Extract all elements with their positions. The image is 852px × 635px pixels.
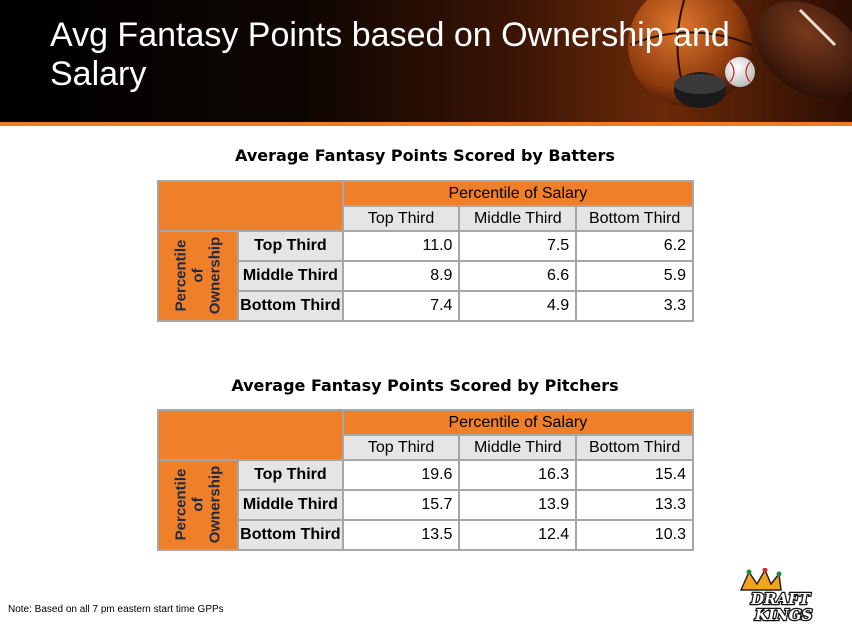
value-cell: 7.4 [341, 290, 461, 322]
column-header: Middle Third [458, 434, 578, 461]
column-header: Top Third [341, 205, 461, 232]
column-header: Top Third [341, 434, 461, 461]
page-title: Avg Fantasy Points based on Ownership an… [50, 16, 730, 93]
logo-text-draft: DRAFT [750, 590, 812, 608]
corner-cell [157, 180, 344, 232]
value-cell: 19.6 [341, 459, 461, 491]
value-cell: 16.3 [458, 459, 578, 491]
batters-table: Percentile of Salary Top Third Middle Th… [156, 180, 695, 322]
header-banner: Avg Fantasy Points based on Ownership an… [0, 0, 852, 122]
header-divider [0, 122, 852, 126]
row-header: Middle Third [237, 260, 344, 292]
row-header: Bottom Third [237, 519, 344, 551]
value-cell: 6.2 [575, 230, 694, 262]
pitchers-table-title: Average Fantasy Points Scored by Pitcher… [231, 376, 619, 395]
value-cell: 6.6 [458, 260, 578, 292]
value-cell: 5.9 [575, 260, 694, 292]
value-cell: 13.3 [575, 489, 694, 521]
pitchers-table: Percentile of Salary Top Third Middle Th… [156, 409, 695, 551]
value-cell: 11.0 [341, 230, 461, 262]
corner-cell [157, 409, 344, 461]
salary-group-header: Percentile of Salary [341, 409, 695, 436]
sports-balls-graphic [628, 0, 852, 108]
ownership-group-header: Percentile of Ownership [156, 459, 240, 551]
row-header: Top Third [237, 459, 344, 491]
value-cell: 13.5 [341, 519, 461, 551]
batters-table-title: Average Fantasy Points Scored by Batters [235, 146, 615, 165]
value-cell: 8.9 [341, 260, 461, 292]
ownership-group-label: Percentile of Ownership [172, 465, 224, 544]
footnote: Note: Based on all 7 pm eastern start ti… [8, 604, 224, 615]
value-cell: 15.7 [341, 489, 461, 521]
column-header: Bottom Third [575, 205, 694, 232]
logo-text-kings: KINGS [754, 606, 813, 624]
ownership-group-header: Percentile of Ownership [156, 230, 240, 322]
value-cell: 10.3 [575, 519, 694, 551]
value-cell: 15.4 [575, 459, 694, 491]
row-header: Top Third [237, 230, 344, 262]
value-cell: 12.4 [458, 519, 578, 551]
crown-icon [739, 568, 782, 591]
column-header: Middle Third [458, 205, 578, 232]
ownership-group-label: Percentile of Ownership [172, 236, 224, 315]
value-cell: 3.3 [575, 290, 694, 322]
draftkings-logo: DRAFT KINGS [739, 568, 814, 625]
row-header: Bottom Third [237, 290, 344, 322]
salary-group-header: Percentile of Salary [341, 180, 695, 207]
value-cell: 7.5 [458, 230, 578, 262]
row-header: Middle Third [237, 489, 344, 521]
column-header: Bottom Third [575, 434, 694, 461]
value-cell: 13.9 [458, 489, 578, 521]
value-cell: 4.9 [458, 290, 578, 322]
